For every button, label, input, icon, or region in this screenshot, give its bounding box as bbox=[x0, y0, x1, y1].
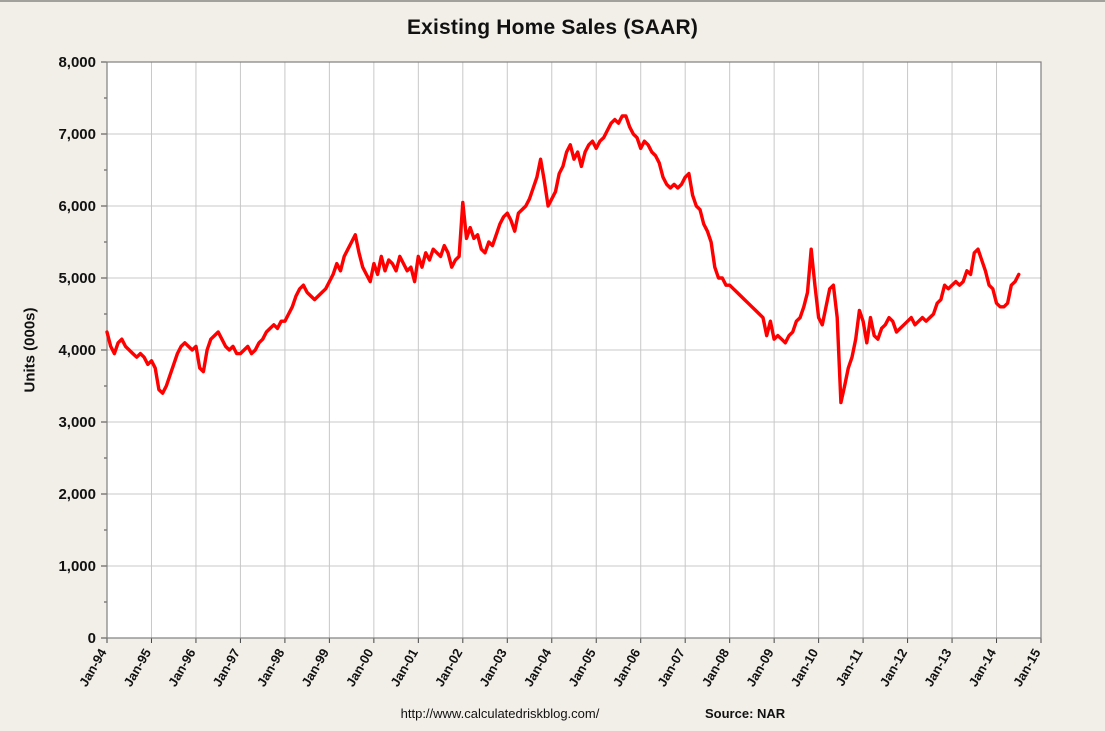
y-tick-label: 2,000 bbox=[58, 486, 96, 503]
x-tick-label: Jan-14 bbox=[966, 645, 1000, 689]
x-tick-label: Jan-15 bbox=[1010, 646, 1044, 689]
x-tick-label: Jan-98 bbox=[254, 646, 288, 689]
existing-home-sales-line bbox=[105, 114, 1021, 405]
x-tick-label: Jan-06 bbox=[610, 646, 644, 689]
x-tick-label: Jan-04 bbox=[521, 645, 555, 689]
x-tick-label: Jan-12 bbox=[877, 646, 911, 689]
footer-url: http://www.calculatedriskblog.com/ bbox=[400, 706, 600, 721]
x-tick-label: Jan-08 bbox=[699, 646, 733, 689]
x-tick-label: Jan-01 bbox=[387, 646, 421, 689]
x-tick-label: Jan-05 bbox=[565, 646, 599, 689]
y-tick-label: 5,000 bbox=[58, 270, 96, 287]
y-tick-label: 0 bbox=[88, 630, 96, 647]
footer-source: Source: NAR bbox=[705, 706, 786, 721]
x-tick-label: Jan-00 bbox=[343, 646, 377, 689]
y-tick-label: 8,000 bbox=[58, 54, 96, 71]
x-tick-labels: Jan-94 Jan-95 Jan-96 Jan-97 Jan-98 Jan-99 Jan-… bbox=[76, 645, 1044, 689]
y-tick-label: 6,000 bbox=[58, 198, 96, 215]
x-tick-label: Jan-10 bbox=[788, 646, 822, 689]
y-tick-label: 4,000 bbox=[58, 342, 96, 359]
x-tick-label: Jan-07 bbox=[654, 646, 688, 689]
chart-title: Existing Home Sales (SAAR) bbox=[406, 16, 699, 39]
x-tick-label: Jan-99 bbox=[298, 646, 332, 689]
x-tick-label: Jan-09 bbox=[743, 646, 777, 689]
x-tick-label: Jan-97 bbox=[209, 646, 243, 689]
x-tick-label: Jan-11 bbox=[832, 646, 865, 689]
y-tick-label: 3,000 bbox=[58, 414, 96, 431]
x-tick-label: Jan-96 bbox=[165, 646, 199, 689]
y-tick-labels: 0 1,000 2,000 3,000 4,000 5,000 6,000 7,000 8,00… bbox=[58, 54, 96, 647]
x-tick-label: Jan-95 bbox=[120, 646, 154, 689]
x-tick-label: Jan-02 bbox=[432, 646, 466, 689]
x-tick-label: Jan-94 bbox=[76, 645, 110, 689]
x-tick-label: Jan-03 bbox=[476, 646, 510, 689]
y-tick-label: 1,000 bbox=[58, 558, 96, 575]
x-tick-label: Jan-13 bbox=[921, 646, 955, 689]
plot-border bbox=[106, 61, 1042, 639]
y-tick-label: 7,000 bbox=[58, 126, 96, 143]
